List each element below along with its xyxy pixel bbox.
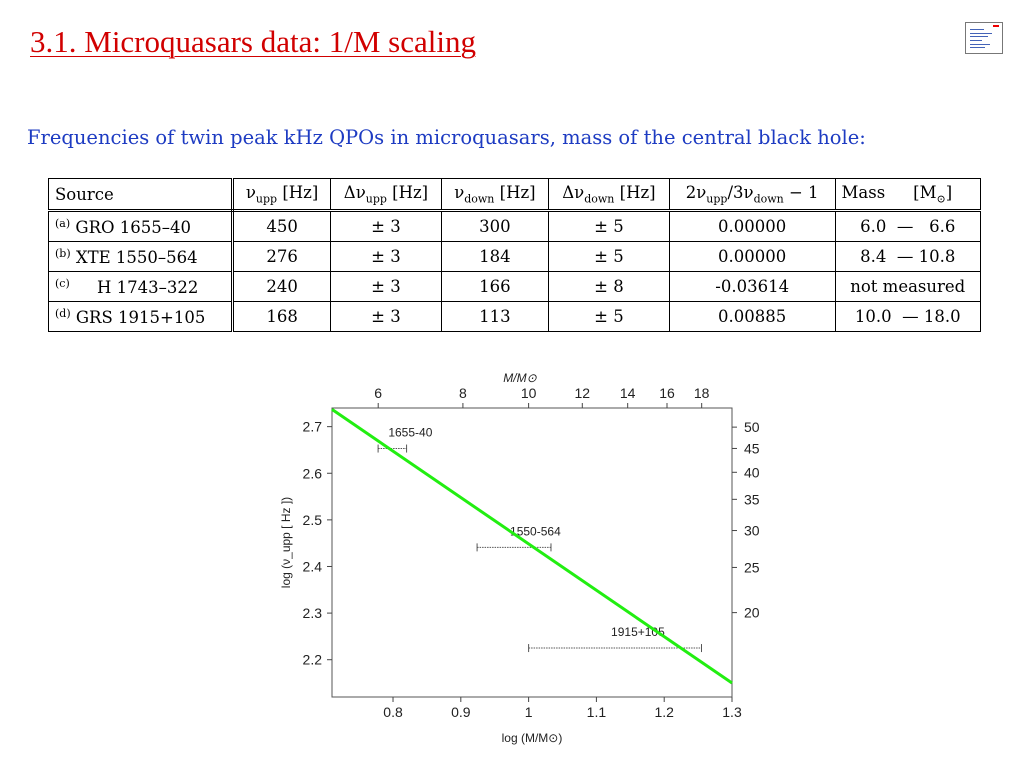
y-tick-label: 2.5 xyxy=(303,512,323,528)
x-tick-label: 0.9 xyxy=(451,704,471,720)
mass-cell: 10.0 — 18.0 xyxy=(834,301,981,332)
dnu-upp-cell: ± 3 xyxy=(330,271,442,302)
table-header-row: Source νupp [Hz] Δνupp [Hz] νdown [Hz] Δ… xyxy=(48,178,981,212)
y-tick-label: 2.4 xyxy=(303,558,323,574)
data-label: 1550-564 xyxy=(510,524,561,538)
nu-down-cell: 113 xyxy=(440,301,550,332)
x-tick-label: 1 xyxy=(525,704,533,720)
top-tick-label: 6 xyxy=(374,385,382,401)
header-nu-down: νdown [Hz] xyxy=(440,178,550,212)
top-tick-label: 12 xyxy=(575,385,591,401)
ratio-cell: 0.00885 xyxy=(668,301,836,332)
table-row: (c) H 1743–322 240 ± 3 166 ± 8 -0.03614 … xyxy=(48,271,981,302)
header-dnu-down: Δνdown [Hz] xyxy=(548,178,670,212)
y-axis-label: log (ν_upp [ Hz ]) xyxy=(279,497,293,588)
table-row: (b) XTE 1550–564 276 ± 3 184 ± 5 0.00000… xyxy=(48,241,981,272)
dnu-down-cell: ± 5 xyxy=(548,301,670,332)
dnu-down-cell: ± 8 xyxy=(548,271,670,302)
mass-frequency-chart: 0.8 0.9 1 1.1 1.2 1.3 2.2 2.3 2.4 2.5 2.6 2.7 6 8 10 12… xyxy=(279,371,760,745)
table-row: (d) GRS 1915+105 168 ± 3 113 ± 5 0.00885… xyxy=(48,301,981,332)
ratio-cell: -0.03614 xyxy=(668,271,836,302)
data-label: 1655-40 xyxy=(388,426,432,440)
top-tick-label: 18 xyxy=(694,385,710,401)
header-source: Source xyxy=(48,178,234,212)
nu-down-cell: 166 xyxy=(440,271,550,302)
x-tick-label: 1.2 xyxy=(654,704,674,720)
top-tick-label: 14 xyxy=(620,385,636,401)
y-tick-label: 2.2 xyxy=(303,652,323,668)
mass-cell: not measured xyxy=(834,271,981,302)
dnu-down-cell: ± 5 xyxy=(548,241,670,272)
top-tick-label: 10 xyxy=(521,385,537,401)
right-tick-label: 250Hz xyxy=(744,559,760,575)
right-tick-label: 300Hz xyxy=(744,523,760,539)
source-cell: (d) GRS 1915+105 xyxy=(48,301,234,332)
y-tick-label: 2.3 xyxy=(303,605,323,621)
nu-upp-cell: 450 xyxy=(231,210,332,242)
right-tick-label: 200Hz xyxy=(744,605,760,621)
top-tick-label: 8 xyxy=(459,385,467,401)
nu-upp-cell: 168 xyxy=(231,301,332,332)
nu-down-cell: 184 xyxy=(440,241,550,272)
y-tick-label: 2.7 xyxy=(303,419,323,435)
nu-upp-cell: 240 xyxy=(231,271,332,302)
mass-cell: 6.0 — 6.6 xyxy=(834,210,981,242)
fit-line xyxy=(331,408,733,685)
dnu-upp-cell: ± 3 xyxy=(330,301,442,332)
ratio-cell: 0.00000 xyxy=(668,210,836,242)
y-tick-label: 2.6 xyxy=(303,465,323,481)
table-row: (a) GRO 1655–40 450 ± 3 300 ± 5 0.00000 … xyxy=(48,210,981,242)
ratio-cell: 0.00000 xyxy=(668,241,836,272)
x-axis-label: log (M/M⊙) xyxy=(502,731,563,745)
mass-cell: 8.4 — 10.8 xyxy=(834,241,981,272)
top-tick-label: 16 xyxy=(659,385,675,401)
x-tick-label: 0.8 xyxy=(383,704,403,720)
header-ratio: 2νupp/3νdown − 1 xyxy=(668,178,836,212)
right-tick-label: 450Hz xyxy=(744,440,760,456)
x-tick-label: 1.3 xyxy=(722,704,742,720)
source-cell: (b) XTE 1550–564 xyxy=(48,241,234,272)
header-dnu-upp: Δνupp [Hz] xyxy=(330,178,442,212)
dnu-down-cell: ± 5 xyxy=(548,210,670,242)
source-cell: (c) H 1743–322 xyxy=(48,271,234,302)
top-axis-label: M/M⊙ xyxy=(503,371,537,385)
x-tick-label: 1.1 xyxy=(587,704,607,720)
dnu-upp-cell: ± 3 xyxy=(330,210,442,242)
slide-thumbnail-icon[interactable] xyxy=(965,22,1003,54)
right-tick-label: 350Hz xyxy=(744,491,760,507)
source-cell: (a) GRO 1655–40 xyxy=(48,210,234,242)
header-mass: Mass [M⊙] xyxy=(834,178,981,212)
right-tick-label: 500Hz xyxy=(744,419,760,435)
dnu-upp-cell: ± 3 xyxy=(330,241,442,272)
header-nu-upp: νupp [Hz] xyxy=(231,178,332,212)
qpo-table: Source νupp [Hz] Δνupp [Hz] νdown [Hz] Δ… xyxy=(48,178,981,332)
nu-upp-cell: 276 xyxy=(231,241,332,272)
nu-down-cell: 300 xyxy=(440,210,550,242)
right-tick-label: 400Hz xyxy=(744,464,760,480)
table-caption: Frequencies of twin peak kHz QPOs in mic… xyxy=(27,126,866,149)
slide-title: 3.1. Microquasars data: 1/M scaling xyxy=(30,24,476,59)
plot-frame xyxy=(331,407,733,698)
